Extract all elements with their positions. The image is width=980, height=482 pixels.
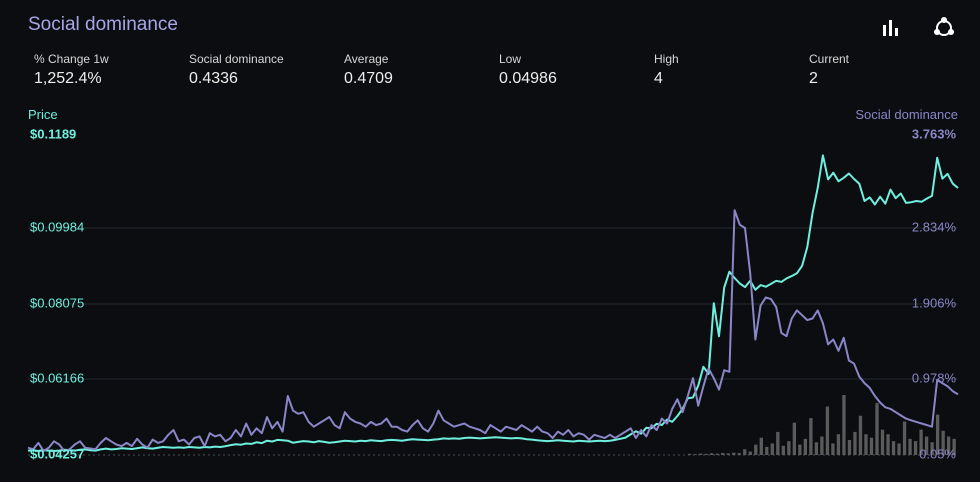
right-axis-tick-label: 2.834% (912, 219, 957, 234)
volume-bar (760, 438, 763, 455)
volume-bar (688, 454, 691, 455)
volume-bar (699, 454, 702, 455)
volume-bar (875, 403, 878, 455)
volume-bar (793, 423, 796, 455)
volume-bar (732, 453, 735, 455)
volume-bar (743, 449, 746, 455)
volume-bar (815, 442, 818, 455)
volume-bar (765, 447, 768, 455)
social-dominance-series-line (28, 210, 958, 451)
volume-bar (870, 438, 873, 455)
volume-bar (853, 432, 856, 455)
right-axis-tick-label: 0.05% (919, 446, 956, 461)
volume-bar (694, 454, 697, 455)
volume-bar (716, 454, 719, 455)
volume-bar (776, 432, 779, 455)
volume-bar (820, 437, 823, 455)
volume-bar (831, 443, 834, 455)
volume-bar (798, 445, 801, 455)
volume-bar (864, 434, 867, 455)
volume-bar (787, 441, 790, 455)
price-series-line (28, 155, 958, 451)
volume-bar (848, 440, 851, 455)
volume-bar (721, 453, 724, 455)
volume-bar (842, 395, 845, 455)
volume-bar (782, 446, 785, 455)
right-axis-tick-label: 3.763% (912, 126, 957, 141)
volume-bar (738, 453, 741, 455)
volume-bar (859, 416, 862, 455)
volume-bar (897, 443, 900, 455)
left-axis-tick-label: $0.04257 (30, 446, 84, 461)
left-axis-tick-label: $0.09984 (30, 219, 84, 234)
volume-bar (903, 422, 906, 455)
volume-bar (749, 452, 752, 455)
volume-bar (881, 430, 884, 455)
volume-bar (886, 434, 889, 455)
volume-bar (771, 443, 774, 455)
volume-bar (809, 418, 812, 455)
volume-bar (754, 445, 757, 455)
volume-bar (727, 453, 730, 455)
right-axis-tick-label: 0.978% (912, 370, 957, 385)
volume-bar (710, 453, 713, 455)
left-axis-tick-label: $0.06166 (30, 370, 84, 385)
volume-bar (908, 439, 911, 455)
left-axis-tick-label: $0.1189 (30, 126, 76, 141)
volume-bar (705, 454, 708, 455)
volume-bar (914, 441, 917, 455)
volume-bar (826, 407, 829, 455)
volume-bar (892, 441, 895, 455)
volume-bar (804, 439, 807, 455)
left-axis-tick-label: $0.08075 (30, 295, 84, 310)
right-axis-tick-label: 1.906% (912, 295, 957, 310)
volume-bar (837, 434, 840, 455)
